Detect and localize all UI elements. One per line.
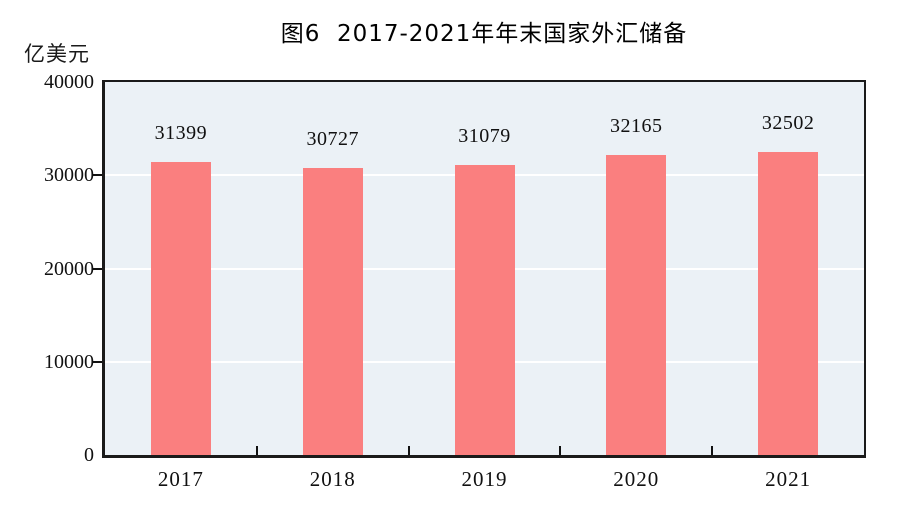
value-label-2019: 31079 bbox=[458, 125, 511, 148]
chart-title: 图6 2017-2021年年末国家外汇储备 bbox=[280, 21, 688, 47]
bar-2019 bbox=[454, 165, 515, 455]
plot-area: 31399 30727 31079 32165 32502 bbox=[93, 80, 866, 458]
x-tick-label-2021: 2021 bbox=[765, 467, 812, 491]
x-tick-label-2020: 2020 bbox=[613, 467, 660, 491]
value-label-2021: 32502 bbox=[761, 111, 815, 134]
bar-2020 bbox=[606, 155, 667, 455]
y-tick-label-10000: 10000 bbox=[44, 350, 94, 373]
y-tick-label-30000: 30000 bbox=[44, 164, 94, 187]
x-tick-label-2017: 2017 bbox=[157, 467, 204, 491]
value-label-2018: 30727 bbox=[306, 128, 359, 151]
y-axis-tick bbox=[93, 267, 102, 270]
value-label-2017: 31399 bbox=[154, 122, 208, 145]
value-label-2020: 32165 bbox=[610, 115, 663, 138]
x-axis-tick bbox=[407, 446, 410, 455]
y-axis-tick bbox=[93, 174, 102, 177]
bar-2017 bbox=[150, 162, 211, 455]
x-axis-tick bbox=[255, 446, 258, 455]
y-axis-unit-label: 亿美元 bbox=[24, 42, 90, 66]
bar-2018 bbox=[302, 168, 363, 455]
y-tick-label-20000: 20000 bbox=[44, 257, 94, 280]
x-axis-labels: 2017 2018 2019 2020 2021 bbox=[105, 462, 864, 496]
bar-2021 bbox=[758, 151, 819, 455]
y-tick-label-0: 0 bbox=[84, 444, 94, 466]
x-axis-tick bbox=[711, 446, 714, 455]
x-axis-tick bbox=[559, 446, 562, 455]
y-axis-labels: 0 10000 20000 30000 40000 bbox=[0, 71, 94, 466]
x-tick-label-2018: 2018 bbox=[309, 467, 356, 491]
y-tick-label-40000: 40000 bbox=[44, 71, 94, 93]
x-tick-label-2019: 2019 bbox=[461, 467, 508, 491]
y-axis-tick bbox=[93, 360, 102, 363]
